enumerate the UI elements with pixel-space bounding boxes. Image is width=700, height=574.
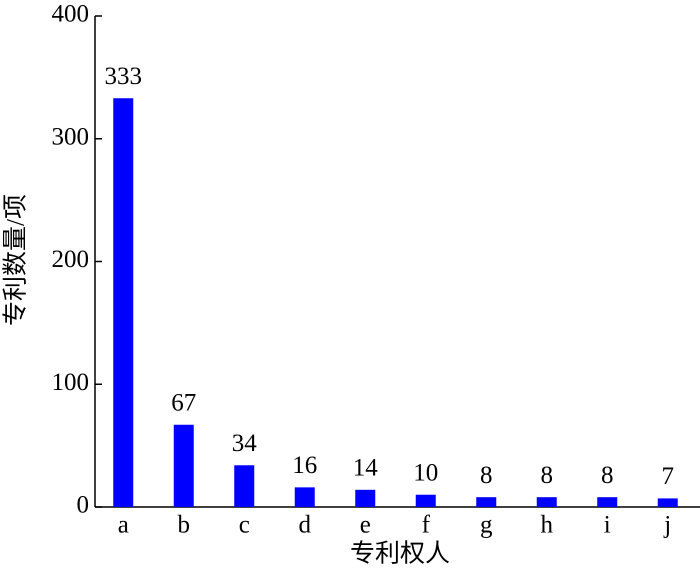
x-tick-label: b [178, 512, 191, 539]
value-label: 8 [480, 462, 493, 489]
bar [415, 494, 436, 507]
value-label: 34 [232, 430, 258, 457]
value-label: 16 [292, 452, 317, 479]
bar [536, 497, 557, 507]
y-axis-label: 专利数量/项 [2, 194, 30, 326]
y-tick-label: 200 [52, 246, 90, 273]
x-tick-label: c [239, 512, 250, 539]
x-tick-label: h [541, 512, 554, 539]
y-tick-label: 100 [52, 369, 90, 396]
bar [355, 489, 376, 507]
y-tick-label: 300 [52, 123, 90, 150]
bar [657, 498, 678, 507]
bar [113, 98, 134, 508]
bar [173, 424, 194, 507]
x-tick-label: j [663, 512, 671, 539]
x-tick-label: i [604, 512, 611, 539]
x-tick-label: g [480, 512, 493, 539]
x-tick-label: d [299, 512, 312, 539]
y-tick-label: 0 [77, 492, 90, 519]
bar [476, 497, 497, 507]
x-tick-label: e [360, 512, 371, 539]
value-label: 67 [171, 389, 196, 416]
value-label: 7 [662, 463, 675, 490]
x-tick-label: a [118, 512, 129, 539]
value-label: 14 [353, 455, 379, 482]
y-tick-label: 400 [52, 1, 90, 28]
bar [597, 497, 618, 507]
value-label: 8 [541, 462, 554, 489]
x-tick-label: f [422, 512, 431, 539]
x-axis-label: 专利权人 [350, 540, 450, 568]
bar [234, 465, 255, 507]
value-label: 8 [601, 462, 614, 489]
value-label: 10 [413, 459, 438, 486]
bar [294, 487, 315, 507]
value-label: 333 [105, 63, 143, 90]
